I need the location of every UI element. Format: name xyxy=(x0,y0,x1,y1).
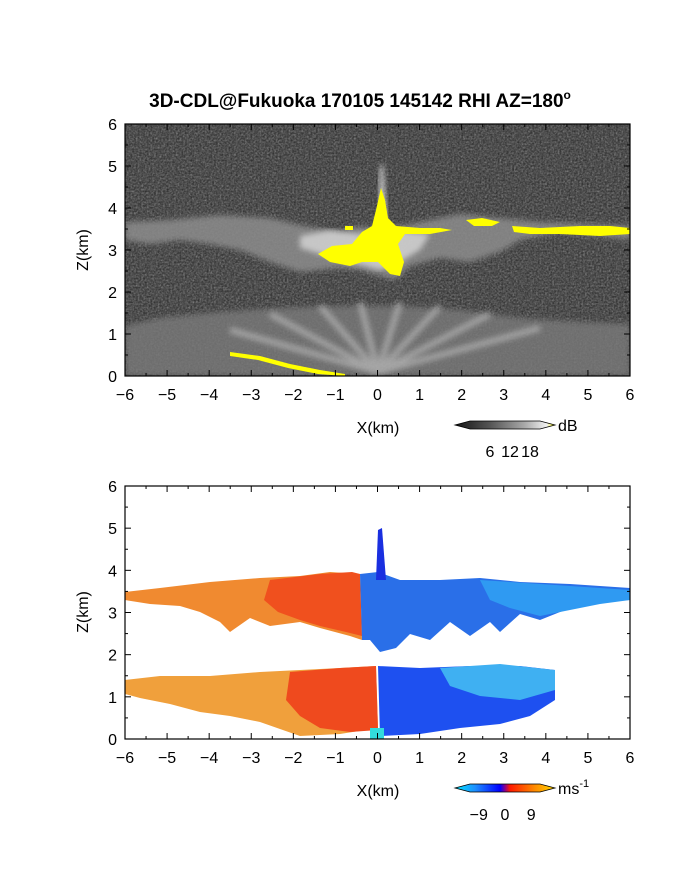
reflectivity-colorbar-ticks: 6 12 18 xyxy=(486,444,539,461)
reflectivity-ytick-label: 0 xyxy=(108,369,117,386)
velocity-colorbar-bar xyxy=(453,783,557,793)
reflectivity-xtick-label: −3 xyxy=(242,387,260,404)
yellow-band-upper xyxy=(466,218,630,236)
velocity-ylabel: Z(km) xyxy=(75,591,92,633)
reflectivity-xtick-label: 3 xyxy=(499,387,508,404)
velocity-upper-receding-core xyxy=(264,572,362,636)
yellow-band-ground xyxy=(230,352,345,376)
velocity-ytick-label: 1 xyxy=(108,690,117,707)
velocity-ytick-label: 2 xyxy=(108,648,117,665)
reflectivity-ytick-label: 2 xyxy=(108,285,117,302)
reflectivity-tick-labels: −6 −5 −4 −3 −2 −1 0 1 2 3 4 5 6 0 1 2 3 4 5 6 xyxy=(108,117,634,404)
reflectivity-xtick-label: 6 xyxy=(626,387,635,404)
reflectivity-colorbar: dB 6 12 18 xyxy=(453,418,578,461)
reflectivity-xtick-label: 5 xyxy=(583,387,592,404)
velocity-xtick-label: 0 xyxy=(373,750,382,767)
velocity-xtick-label: −4 xyxy=(200,750,218,767)
reflectivity-colorbar-tick-label: 12 xyxy=(501,444,519,461)
reflectivity-xtick-label: −2 xyxy=(284,387,302,404)
velocity-xtick-label: 1 xyxy=(415,750,424,767)
reflectivity-ytick-label: 6 xyxy=(108,117,117,134)
reflectivity-image xyxy=(125,124,630,376)
velocity-colorbar: ms-1 −9 0 9 xyxy=(453,778,589,824)
velocity-xtick-label: −3 xyxy=(242,750,260,767)
velocity-colorbar-tick-label: −9 xyxy=(470,807,488,824)
reflectivity-colorbar-tick-label: 18 xyxy=(521,444,539,461)
velocity-panel: −6 −5 −4 −3 −2 −1 0 1 2 3 4 5 6 0 1 2 3 4 5 6 X(km) Z(km) m… xyxy=(75,479,635,824)
velocity-ytick-label: 5 xyxy=(108,521,117,538)
yellow-fleck xyxy=(345,226,353,230)
velocity-colorbar-tick-label: 0 xyxy=(501,807,510,824)
velocity-ticks xyxy=(124,485,631,740)
reflectivity-colorbar-unit: dB xyxy=(558,418,578,435)
reflectivity-xtick-label: 4 xyxy=(541,387,550,404)
velocity-xtick-label: −6 xyxy=(116,750,134,767)
reflectivity-xtick-label: −6 xyxy=(116,387,134,404)
reflectivity-ytick-label: 5 xyxy=(108,159,117,176)
velocity-colorbar-unit-superscript: -1 xyxy=(579,778,589,790)
reflectivity-xtick-label: 0 xyxy=(373,387,382,404)
velocity-xtick-label: −2 xyxy=(284,750,302,767)
velocity-lower-receding-core xyxy=(286,666,378,732)
velocity-xtick-label: 4 xyxy=(541,750,550,767)
velocity-colorbar-ticks: −9 0 9 xyxy=(470,807,536,824)
reflectivity-ylabel: Z(km) xyxy=(75,229,92,271)
reflectivity-xtick-label: 1 xyxy=(415,387,424,404)
velocity-xtick-label: 2 xyxy=(457,750,466,767)
reflectivity-colorbar-tick-label: 6 xyxy=(486,444,495,461)
reflectivity-xtick-label: 2 xyxy=(457,387,466,404)
reflectivity-ytick-label: 3 xyxy=(108,243,117,260)
velocity-xtick-label: −5 xyxy=(158,750,176,767)
velocity-xtick-label: −1 xyxy=(326,750,344,767)
velocity-xtick-label: 6 xyxy=(626,750,635,767)
velocity-ytick-label: 3 xyxy=(108,606,117,623)
velocity-xtick-label: 3 xyxy=(499,750,508,767)
reflectivity-ytick-label: 1 xyxy=(108,327,117,344)
velocity-tick-labels: −6 −5 −4 −3 −2 −1 0 1 2 3 4 5 6 0 1 2 3 4 5 6 xyxy=(108,479,634,767)
reflectivity-xtick-label: −4 xyxy=(200,387,218,404)
velocity-ytick-label: 6 xyxy=(108,479,117,496)
lower-fan xyxy=(229,301,541,375)
reflectivity-ticks xyxy=(124,123,631,377)
reflectivity-colorbar-bar xyxy=(453,420,557,430)
chart-title-superscript: o xyxy=(564,88,571,102)
velocity-xlabel: X(km) xyxy=(357,783,400,800)
velocity-tower xyxy=(376,528,386,580)
yellow-core xyxy=(318,188,452,276)
velocity-xtick-label: 5 xyxy=(583,750,592,767)
reflectivity-ytick-label: 4 xyxy=(108,201,117,218)
reflectivity-xtick-label: −5 xyxy=(158,387,176,404)
velocity-colorbar-tick-label: 9 xyxy=(527,807,536,824)
chart-title-text: 3D-CDL@Fukuoka 170105 145142 RHI AZ=180 xyxy=(149,91,563,112)
velocity-ytick-label: 0 xyxy=(108,732,117,749)
velocity-colorbar-unit-base: ms xyxy=(558,781,579,798)
chart-title: 3D-CDL@Fukuoka 170105 145142 RHI AZ=180o xyxy=(149,88,571,112)
velocity-ytick-label: 4 xyxy=(108,563,117,580)
velocity-colorbar-unit: ms-1 xyxy=(558,778,589,798)
reflectivity-xlabel: X(km) xyxy=(357,420,400,437)
velocity-upper-approaching-far xyxy=(480,580,630,616)
reflectivity-xtick-label: −1 xyxy=(326,387,344,404)
velocity-image xyxy=(125,486,630,739)
velocity-lower-approaching-far xyxy=(440,664,555,700)
